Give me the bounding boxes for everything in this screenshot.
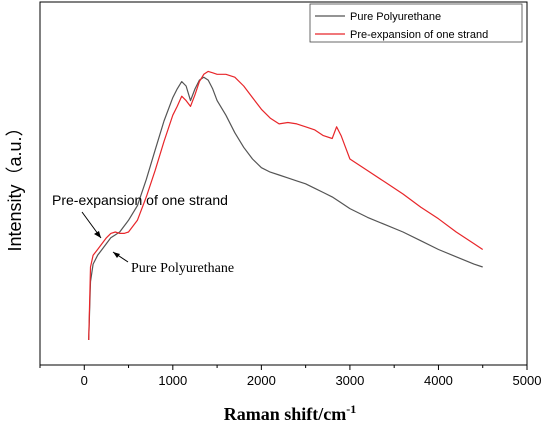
series-line-pure-polyurethane <box>88 76 483 341</box>
series-layer <box>88 70 484 341</box>
x-tick-label: 1000 <box>158 373 187 388</box>
x-tick-label: 0 <box>81 373 88 388</box>
annotation-pre-expansion: Pre-expansion of one strand <box>52 192 228 208</box>
legend-label-pre-expansion: Pre-expansion of one strand <box>350 29 488 41</box>
x-axis-label-text: Raman shift/cm <box>224 404 347 424</box>
x-tick-label: 4000 <box>424 373 453 388</box>
annotation-arrowhead-pure-polyurethane <box>113 252 120 258</box>
x-axis-ticks: 0 1000 2000 3000 4000 5000 <box>39 365 542 388</box>
legend: Pure Polyurethane Pre-expansion of one s… <box>309 3 523 43</box>
x-tick-label: 3000 <box>335 373 364 388</box>
y-axis-label: Intensity（a.u.） <box>5 118 25 251</box>
annotation-pure-polyurethane: Pure Polyurethane <box>131 261 234 276</box>
legend-box <box>309 3 523 43</box>
plot-frame <box>39 1 528 366</box>
annotation-arrowhead-pre-expansion <box>94 231 101 238</box>
x-axis-label-superscript: -1 <box>346 402 356 416</box>
x-axis-label: Raman shift/cm-1 <box>224 402 357 424</box>
x-tick-label: 2000 <box>247 373 276 388</box>
x-tick-label: 5000 <box>513 373 542 388</box>
series-line-pre-expansion <box>88 70 484 341</box>
legend-label-pure-polyurethane: Pure Polyurethane <box>350 11 441 23</box>
